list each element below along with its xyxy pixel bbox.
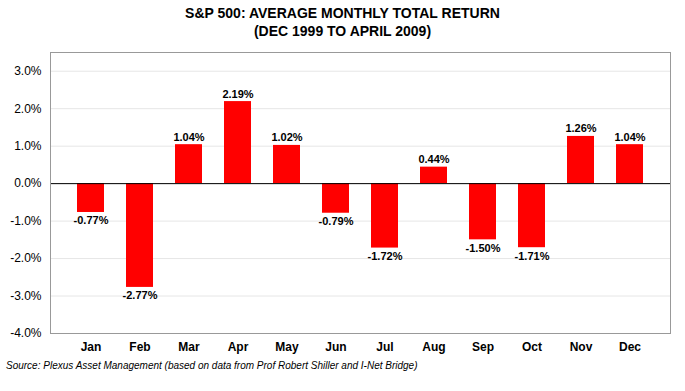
svg-text:3.0%: 3.0%	[14, 64, 42, 78]
svg-text:-2.0%: -2.0%	[10, 251, 42, 265]
svg-text:Apr: Apr	[228, 340, 249, 354]
svg-text:Jul: Jul	[376, 340, 393, 354]
html-text:Source: Plexus Asset Managemen: Source: Plexus Asset Management (based o…	[6, 360, 418, 371]
svg-text:-0.77%: -0.77%	[74, 214, 109, 226]
svg-text:1.0%: 1.0%	[14, 139, 42, 153]
svg-text:Aug: Aug	[422, 340, 445, 354]
svg-text:Dec: Dec	[619, 340, 641, 354]
svg-text:1.02%: 1.02%	[271, 131, 302, 143]
svg-text:1.26%: 1.26%	[565, 122, 596, 134]
svg-text:Jun: Jun	[325, 340, 346, 354]
svg-text:0.0%: 0.0%	[14, 176, 42, 190]
svg-text:May: May	[275, 340, 299, 354]
svg-text:Jan: Jan	[81, 340, 102, 354]
svg-text:-1.50%: -1.50%	[466, 242, 501, 254]
svg-text:0.44%: 0.44%	[418, 153, 449, 165]
svg-text:-4.0%: -4.0%	[10, 326, 42, 340]
svg-text:2.0%: 2.0%	[14, 102, 42, 116]
html-text:S&P 500: AVERAGE MONTHLY TOTAL: S&P 500: AVERAGE MONTHLY TOTAL RETURN	[185, 5, 500, 21]
svg-text:Sep: Sep	[472, 340, 494, 354]
svg-text:-1.72%: -1.72%	[368, 250, 403, 262]
svg-text:Nov: Nov	[570, 340, 593, 354]
svg-text:1.04%: 1.04%	[173, 131, 204, 143]
svg-text:Oct: Oct	[522, 340, 542, 354]
svg-text:-2.77%: -2.77%	[123, 289, 158, 301]
svg-text:-0.79%: -0.79%	[319, 215, 354, 227]
html-text:(DEC 1999 TO APRIL 2009): (DEC 1999 TO APRIL 2009)	[253, 23, 432, 39]
svg-text:Feb: Feb	[129, 340, 150, 354]
svg-text:-3.0%: -3.0%	[10, 289, 42, 303]
svg-text:2.19%: 2.19%	[222, 88, 253, 100]
svg-text:-1.0%: -1.0%	[10, 214, 42, 228]
svg-text:-1.71%: -1.71%	[515, 250, 550, 262]
svg-text:Mar: Mar	[178, 340, 200, 354]
svg-text:1.04%: 1.04%	[614, 131, 645, 143]
